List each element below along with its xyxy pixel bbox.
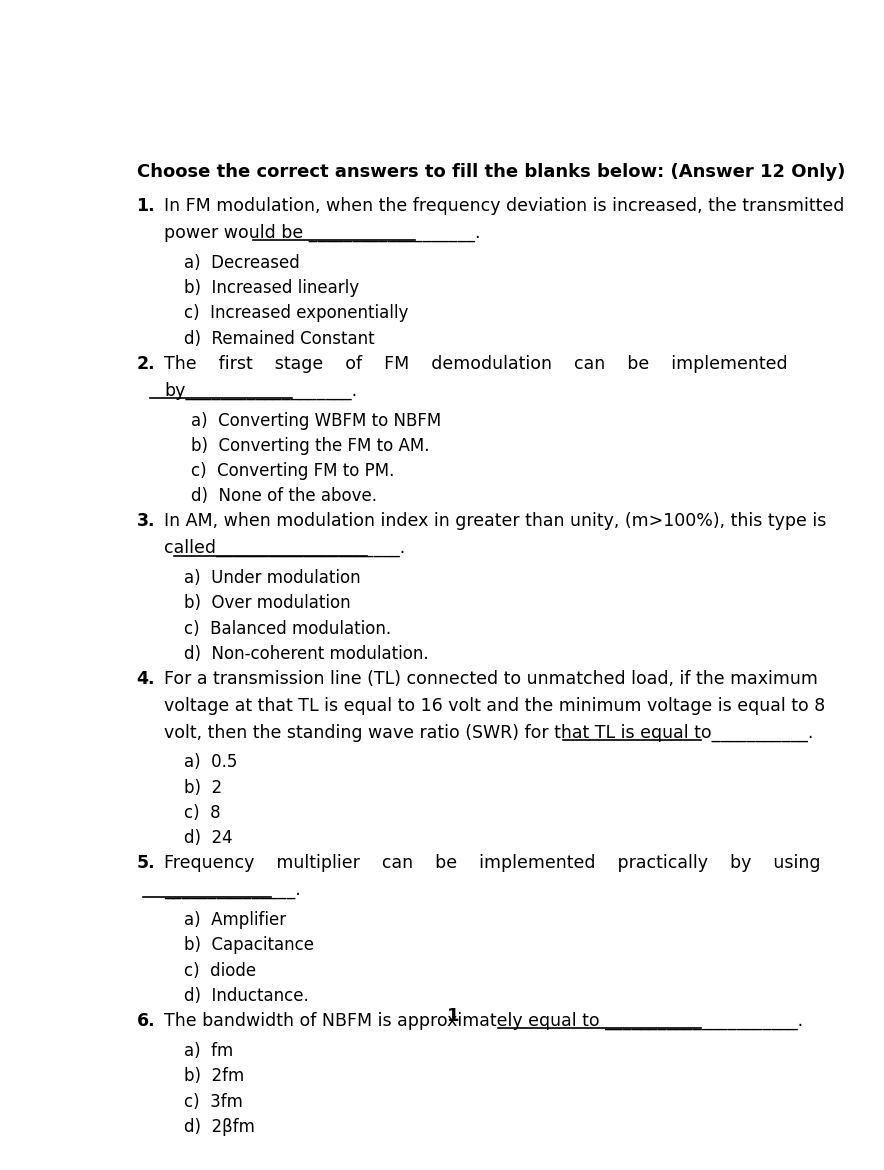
Text: b)  2: b) 2 [185, 779, 223, 797]
Text: power would be ___________________.: power would be ___________________. [164, 223, 480, 242]
Text: c)  Balanced modulation.: c) Balanced modulation. [185, 620, 392, 638]
Text: 2.: 2. [136, 355, 156, 373]
Text: a)  Decreased: a) Decreased [185, 254, 301, 271]
Text: by___________________.: by___________________. [164, 381, 357, 400]
Text: a)  Under modulation: a) Under modulation [185, 570, 362, 587]
Text: d)  Inductance.: d) Inductance. [185, 986, 309, 1005]
Text: 4.: 4. [136, 670, 155, 688]
Text: d)  None of the above.: d) None of the above. [191, 487, 377, 505]
Text: c)  8: c) 8 [185, 804, 221, 821]
Text: c)  Converting FM to PM.: c) Converting FM to PM. [191, 462, 395, 480]
Text: The bandwidth of NBFM is approximately equal to ______________________.: The bandwidth of NBFM is approximately e… [164, 1012, 803, 1031]
Text: The    first    stage    of    FM    demodulation    can    be    implemented: The first stage of FM demodulation can b… [164, 355, 788, 373]
Text: d)  24: d) 24 [185, 830, 233, 847]
Text: In FM modulation, when the frequency deviation is increased, the transmitted: In FM modulation, when the frequency dev… [164, 198, 844, 215]
Text: b)  Converting the FM to AM.: b) Converting the FM to AM. [191, 436, 430, 455]
Text: 6.: 6. [136, 1012, 156, 1030]
Text: b)  Capacitance: b) Capacitance [185, 936, 315, 955]
Text: called_____________________.: called_____________________. [164, 539, 405, 557]
Text: Choose the correct answers to fill the blanks below: (Answer 12 Only): Choose the correct answers to fill the b… [136, 163, 845, 181]
Text: For a transmission line (TL) connected to unmatched load, if the maximum: For a transmission line (TL) connected t… [164, 670, 818, 688]
Text: 5.: 5. [136, 854, 156, 873]
Text: a)  Converting WBFM to NBFM: a) Converting WBFM to NBFM [191, 412, 442, 429]
Text: b)  Increased linearly: b) Increased linearly [185, 280, 360, 297]
Text: d)  2βfm: d) 2βfm [185, 1117, 255, 1136]
Text: Frequency    multiplier    can    be    implemented    practically    by    usin: Frequency multiplier can be implemented … [164, 854, 820, 873]
Text: b)  Over modulation: b) Over modulation [185, 594, 351, 612]
Text: In AM, when modulation index in greater than unity, (m>100%), this type is: In AM, when modulation index in greater … [164, 512, 827, 530]
Text: c)  3fm: c) 3fm [185, 1093, 243, 1110]
Text: 3.: 3. [136, 512, 155, 530]
Text: d)  Non-coherent modulation.: d) Non-coherent modulation. [185, 645, 429, 663]
Text: 1: 1 [446, 1007, 460, 1025]
Text: a)  Amplifier: a) Amplifier [185, 911, 286, 929]
Text: b)  2fm: b) 2fm [185, 1067, 245, 1086]
Text: a)  0.5: a) 0.5 [185, 753, 238, 771]
Text: _______________.: _______________. [164, 881, 301, 899]
Text: c)  Increased exponentially: c) Increased exponentially [185, 304, 409, 323]
Text: c)  diode: c) diode [185, 962, 256, 979]
Text: 1.: 1. [136, 198, 156, 215]
Text: volt, then the standing wave ratio (SWR) for that TL is equal to___________.: volt, then the standing wave ratio (SWR)… [164, 723, 813, 742]
Text: a)  fm: a) fm [185, 1042, 233, 1060]
Text: d)  Remained Constant: d) Remained Constant [185, 330, 375, 347]
Text: voltage at that TL is equal to 16 volt and the minimum voltage is equal to 8: voltage at that TL is equal to 16 volt a… [164, 696, 825, 715]
